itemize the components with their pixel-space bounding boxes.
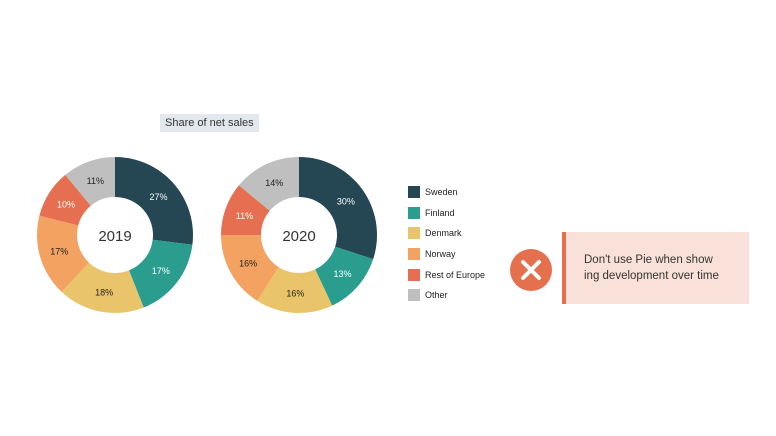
legend-item: Finland (408, 203, 485, 224)
slice-sweden (299, 157, 377, 260)
legend-label: Rest of Europe (425, 269, 486, 280)
close-x-icon (510, 249, 552, 291)
legend-item: Rest of Europe (408, 264, 485, 285)
legend-swatch (408, 268, 420, 281)
legend-label: Norway (425, 249, 456, 260)
slice-label: 17% (152, 266, 170, 276)
legend-swatch (408, 227, 420, 240)
donut-center-year: 2019 (98, 228, 131, 245)
slice-other (238, 157, 299, 211)
legend: Sweden Finland Denmark Norway Rest of Europe… (408, 182, 485, 306)
slice-rest-of-europe (221, 185, 270, 235)
donut-center-year: 2020 (282, 228, 315, 245)
slice-label: 30% (337, 196, 355, 206)
slice-denmark (257, 267, 333, 313)
slice-label: 16% (286, 288, 304, 298)
legend-item: Other (408, 285, 485, 306)
warning-note: Don't use Pie when show ing development … (562, 232, 749, 304)
legend-label: Other (425, 290, 448, 301)
slice-denmark (61, 262, 144, 313)
slice-label: 18% (95, 287, 113, 297)
legend-item: Norway (408, 244, 485, 265)
slice-label: 27% (149, 192, 167, 202)
slice-norway (221, 235, 279, 301)
slice-label: 11% (87, 176, 104, 186)
legend-swatch (408, 186, 420, 199)
legend-swatch (408, 289, 420, 302)
slice-label: 11% (236, 211, 253, 221)
slice-label: 14% (265, 178, 283, 188)
slice-finland (128, 239, 193, 308)
chart-title: Share of net sales (160, 114, 259, 132)
legend-swatch (408, 248, 420, 261)
legend-label: Finland (425, 207, 455, 218)
legend-swatch (408, 206, 420, 219)
legend-label: Sweden (425, 187, 458, 198)
legend-label: Denmark (425, 228, 462, 239)
slice-label: 10% (57, 199, 75, 209)
slice-label: 13% (333, 269, 351, 279)
slice-rest-of-europe (39, 174, 91, 226)
slice-label: 16% (239, 258, 257, 268)
warning-note-text: Don't use Pie when show ing development … (584, 254, 719, 282)
slice-sweden (115, 157, 194, 245)
slice-finland (315, 246, 374, 306)
slice-label: 17% (50, 247, 68, 257)
legend-item: Sweden (408, 182, 485, 203)
legend-item: Denmark (408, 223, 485, 244)
slice-norway (36, 215, 89, 292)
slice-other (65, 157, 115, 206)
